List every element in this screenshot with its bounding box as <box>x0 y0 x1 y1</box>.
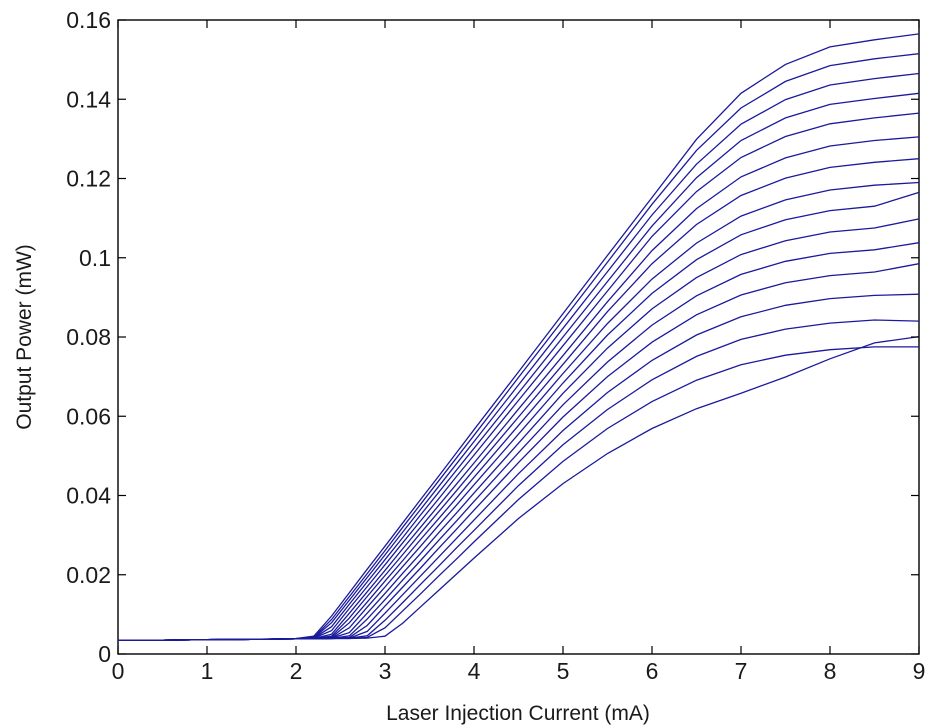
x-tick-labels: 0 1 2 3 4 5 6 7 8 9 <box>112 658 926 684</box>
series-line-16 <box>118 335 920 641</box>
x-tick-label: 8 <box>824 658 837 684</box>
y-tick-label: 0.02 <box>66 562 111 588</box>
y-tick-label: 0 <box>98 641 111 667</box>
x-tick-label: 5 <box>557 658 570 684</box>
x-axis-label: Laser Injection Current (mA) <box>386 702 650 725</box>
x-tick-label: 3 <box>379 658 392 684</box>
y-tick-label: 0.14 <box>66 86 111 112</box>
series-layer <box>118 33 920 641</box>
y-tick-label: 0.08 <box>66 324 111 350</box>
x-tick-label: 0 <box>112 658 125 684</box>
x-tick-label: 4 <box>468 658 481 684</box>
x-tick-label: 6 <box>646 658 659 684</box>
x-tick-label: 2 <box>290 658 303 684</box>
plot-frame <box>117 19 920 655</box>
y-tick-label: 0.16 <box>66 7 111 33</box>
y-tick-labels: 0 0.02 0.04 0.06 0.08 0.1 0.12 0.14 0.16 <box>66 7 111 667</box>
y-tick-label: 0.04 <box>66 483 111 509</box>
x-tick-label: 9 <box>913 658 926 684</box>
y-tick-label: 0.1 <box>79 245 111 271</box>
x-tick-label: 1 <box>201 658 214 684</box>
y-axis-label: Output Power (mW) <box>13 244 36 430</box>
y-tick-label: 0.06 <box>66 403 111 429</box>
x-tick-label: 7 <box>735 658 748 684</box>
y-tick-label: 0.12 <box>66 166 111 192</box>
tick-marks <box>117 19 920 655</box>
